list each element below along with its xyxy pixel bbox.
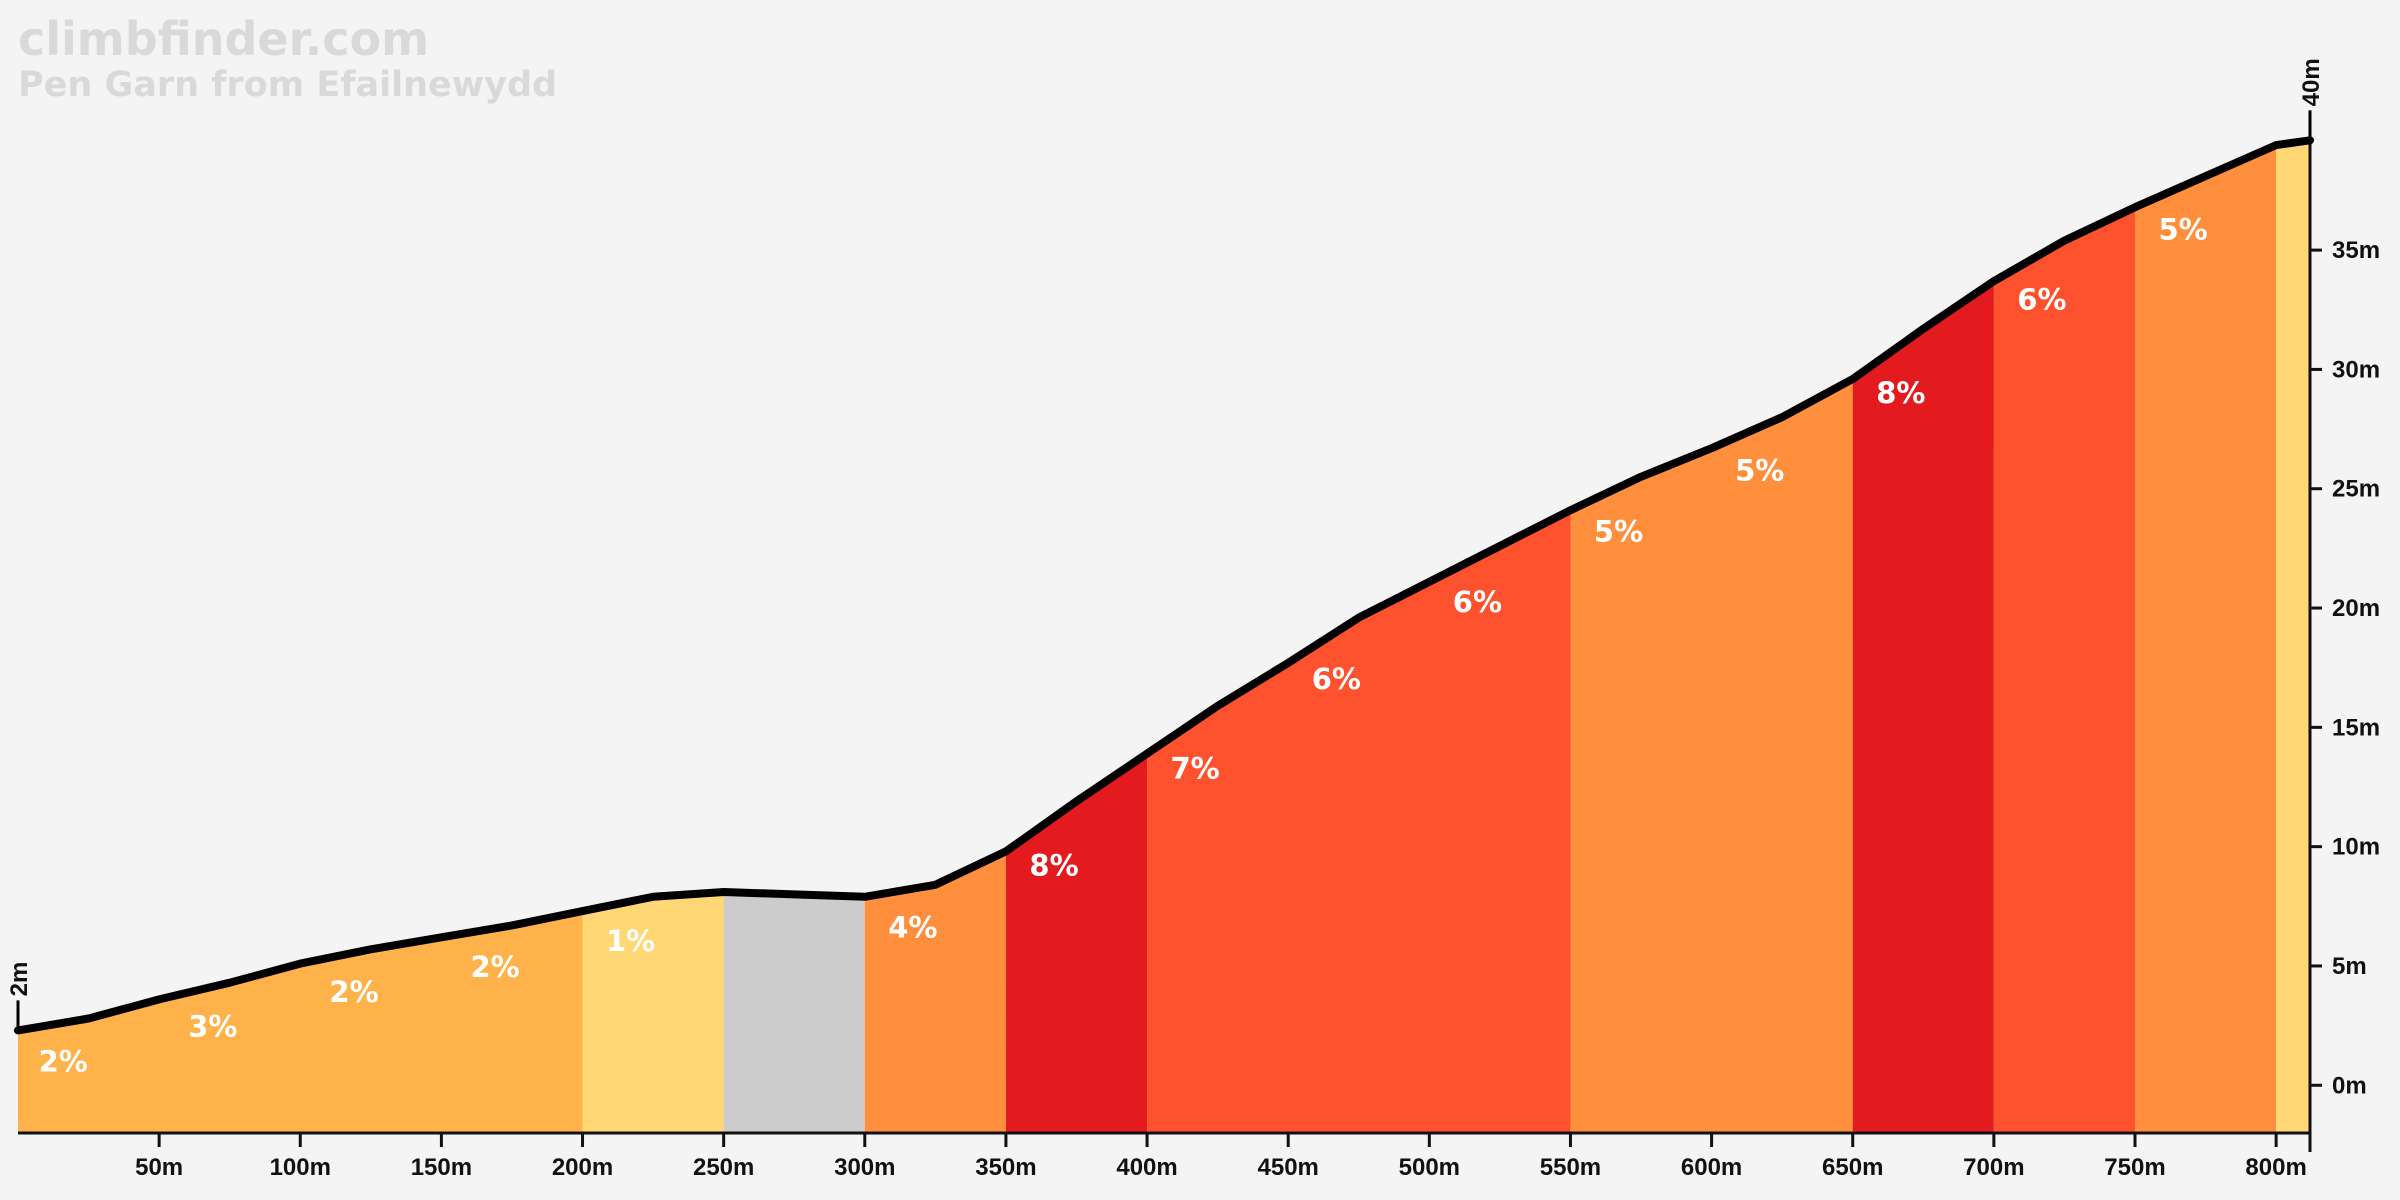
- x-tick-label-750: 750m: [2104, 1154, 2165, 1181]
- segment-fill-6: [1147, 510, 1571, 1133]
- segment-fill-8: [1852, 281, 1994, 1134]
- site-logo-text: climbfinder.com: [18, 12, 429, 66]
- x-tick-label-250: 250m: [693, 1154, 754, 1181]
- segment-fill-3: [723, 892, 865, 1133]
- segment-fill-10: [2134, 145, 2277, 1134]
- grade-label-12: 5%: [1735, 454, 1784, 488]
- start-elevation-label: 2m: [6, 962, 33, 997]
- y-tick-label-0: 0m: [2332, 1072, 2367, 1099]
- x-tick-label-700: 700m: [1963, 1154, 2024, 1181]
- grade-label-7: 8%: [1029, 848, 1078, 882]
- grade-label-11: 5%: [1594, 515, 1643, 549]
- y-tick-label-30: 30m: [2332, 356, 2380, 383]
- elevation-line-group: 2m 40m: [6, 58, 2325, 1035]
- grade-label-10: 6%: [1453, 585, 1502, 619]
- x-tick-label-800: 800m: [2245, 1154, 2306, 1181]
- grade-label-15: 5%: [2159, 213, 2208, 247]
- segment-fill-11: [2276, 140, 2310, 1134]
- grade-label-9: 6%: [1312, 662, 1361, 696]
- x-tick-label-650: 650m: [1822, 1154, 1883, 1181]
- y-tick-label-35: 35m: [2332, 237, 2380, 264]
- grade-label-6: 4%: [888, 911, 937, 945]
- x-tick-label-50: 50m: [135, 1154, 183, 1181]
- x-tick-label-350: 350m: [975, 1154, 1036, 1181]
- segment-fill-7: [1570, 379, 1853, 1133]
- x-tick-label-500: 500m: [1399, 1154, 1460, 1181]
- segment-fill-9: [1993, 207, 2135, 1133]
- axes: 50m 100m 150m 200m 250m 300m 350m 400m 450m 500m 5…: [18, 115, 2380, 1181]
- segment-fills: [18, 140, 2310, 1134]
- x-tick-label-200: 200m: [552, 1154, 613, 1181]
- y-tick-label-10: 10m: [2332, 834, 2380, 861]
- end-elevation-label: 40m: [2298, 58, 2325, 106]
- segment-fill-5: [1005, 753, 1148, 1133]
- grade-label-13: 8%: [1876, 376, 1925, 410]
- grade-label-5: 1%: [606, 924, 655, 958]
- segment-fill-1: [18, 911, 583, 1133]
- x-tick-label-300: 300m: [834, 1154, 895, 1181]
- y-tick-label-5: 5m: [2332, 953, 2367, 980]
- climb-title: Pen Garn from Efailnewydd: [18, 65, 557, 105]
- y-tick-label-15: 15m: [2332, 714, 2380, 741]
- elevation-line: [14, 136, 2314, 1035]
- grade-labels: 2% 3% 2% 2% 1% 4% 8% 7% 6% 6% 5% 5% 8% 6% 5%: [39, 213, 2208, 1079]
- x-tick-label-600: 600m: [1681, 1154, 1742, 1181]
- x-tick-label-400: 400m: [1116, 1154, 1177, 1181]
- grade-label-2: 3%: [188, 1010, 237, 1044]
- y-tick-label-25: 25m: [2332, 476, 2380, 503]
- grade-label-4: 2%: [471, 950, 520, 984]
- x-tick-label-550: 550m: [1540, 1154, 1601, 1181]
- segment-fill-2: [582, 892, 724, 1133]
- segment-fill-4: [864, 851, 1006, 1133]
- x-tick-label-100: 100m: [270, 1154, 331, 1181]
- grade-label-8: 7%: [1171, 752, 1220, 786]
- x-tick-label-150: 150m: [411, 1154, 472, 1181]
- grade-label-3: 2%: [329, 975, 378, 1009]
- grade-label-1: 2%: [39, 1045, 88, 1079]
- y-tick-label-20: 20m: [2332, 595, 2380, 622]
- x-tick-label-450: 450m: [1258, 1154, 1319, 1181]
- grade-label-14: 6%: [2017, 282, 2066, 316]
